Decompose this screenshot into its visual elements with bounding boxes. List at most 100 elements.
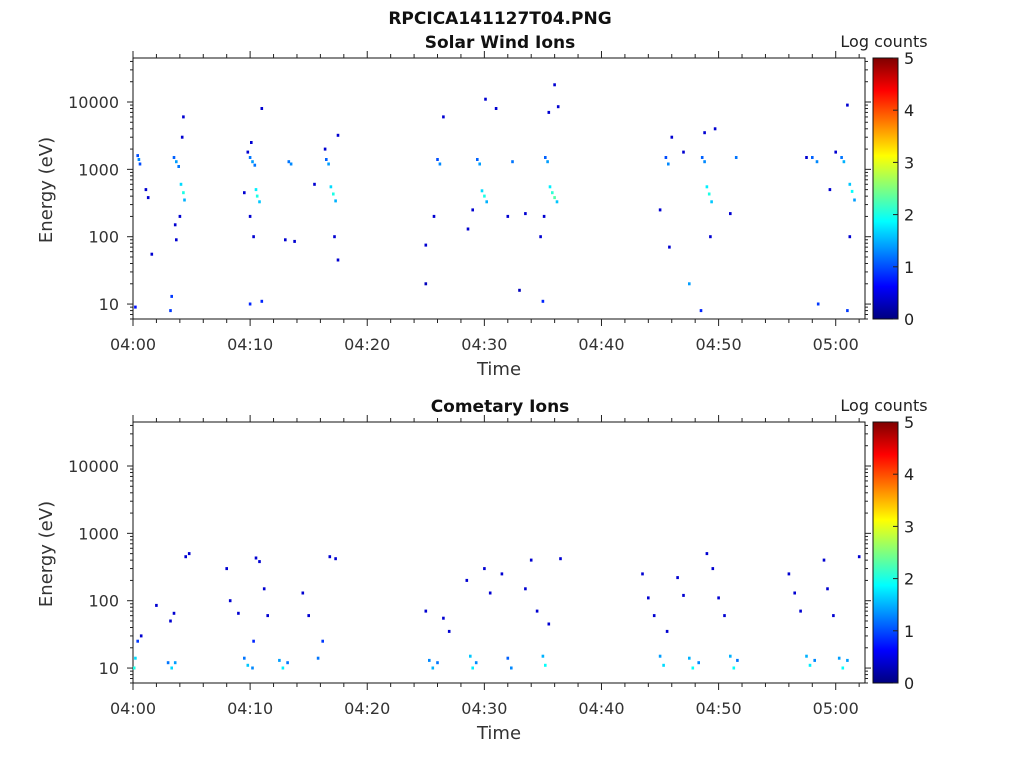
heatmap-cell	[253, 163, 257, 167]
heatmap-cell	[170, 666, 173, 670]
heatmap-cell	[691, 666, 695, 670]
heatmap-cell	[173, 661, 177, 665]
heatmap-cell	[853, 198, 856, 202]
heatmap-cell	[647, 596, 650, 600]
heatmap-cell	[484, 97, 487, 101]
heatmap-cell	[424, 243, 428, 247]
heatmap-cell	[539, 235, 542, 239]
x-tick-label: 04:30	[461, 335, 507, 354]
colorbar-tick-label: 2	[904, 206, 914, 225]
colorbar-tick-label: 1	[904, 258, 914, 277]
heatmap-cell	[703, 160, 706, 164]
heatmap-cell	[237, 611, 240, 615]
heatmap-cell	[793, 591, 796, 595]
heatmap-cell	[729, 654, 732, 658]
heatmap-cell	[286, 661, 289, 665]
y-tick-label: 10	[99, 295, 119, 314]
heatmap-cell	[465, 578, 469, 582]
heatmap-cell	[842, 160, 846, 164]
heatmap-cell	[541, 299, 545, 303]
colorbar-ticks-cometary: 0 1 2 3 4 5	[893, 413, 914, 693]
heatmap-cell	[483, 567, 486, 571]
heatmap-cell	[815, 160, 819, 164]
heatmap-cell	[729, 212, 732, 216]
heatmap-cell	[334, 199, 337, 203]
x-axis-solar-wind: 04:00 04:10 04:20 04:30 04:40 04:50 05:00	[110, 51, 860, 354]
panel-title-cometary: Cometary Ions	[431, 397, 570, 417]
heatmap-cell	[471, 666, 474, 670]
heatmap-cell	[787, 572, 791, 576]
heatmap-cell	[682, 593, 685, 597]
heatmap-cell	[252, 639, 255, 643]
heatmap-cell	[172, 156, 176, 159]
heatmap-cell	[328, 555, 332, 559]
y-axis-solar-wind: 10 100 1000 10000	[68, 60, 871, 320]
heatmap-cell	[284, 238, 287, 242]
heatmap-cell	[243, 191, 246, 195]
heatmap-cell	[255, 194, 259, 198]
heatmap-cell	[664, 156, 668, 159]
heatmap-cell	[132, 666, 136, 670]
heatmap-cell	[471, 208, 474, 212]
heatmap-cell	[506, 656, 510, 660]
x-axis-label-cometary: Time	[476, 723, 521, 744]
heatmap-cell	[134, 305, 137, 309]
heatmap-cell	[705, 552, 709, 556]
heatmap-cell	[431, 666, 435, 670]
heatmap-cells-solar-wind	[134, 83, 856, 313]
heatmap-cell	[688, 656, 691, 660]
heatmap-cell	[138, 162, 142, 166]
x-tick-label: 04:10	[227, 699, 273, 718]
heatmap-cell	[180, 135, 184, 139]
heatmap-cell	[466, 227, 470, 231]
colorbar-tick-label: 4	[904, 465, 914, 484]
heatmap-cell	[177, 165, 180, 168]
heatmap-cell	[136, 154, 139, 158]
heatmap-cell	[808, 663, 812, 667]
heatmap-cell	[246, 663, 250, 667]
heatmap-cell	[428, 658, 431, 662]
heatmap-cell	[542, 214, 546, 218]
heatmap-cell	[518, 288, 521, 292]
y-tick-label: 10000	[68, 457, 119, 476]
heatmap-cell	[524, 212, 527, 216]
heatmap-cell	[332, 192, 335, 196]
colorbar-tick-label: 5	[904, 413, 914, 432]
heatmap-cell	[670, 135, 674, 139]
heatmap-cell	[432, 214, 436, 218]
heatmap-cell	[278, 658, 281, 662]
colorbar-cometary	[872, 421, 899, 684]
heatmap-cell	[254, 188, 258, 192]
heatmap-cell	[336, 258, 340, 262]
heatmap-cell	[250, 141, 253, 144]
x-tick-label: 04:10	[227, 335, 273, 354]
heatmap-cell	[442, 616, 445, 620]
heatmap-cell	[841, 666, 845, 670]
heatmap-cell	[822, 558, 826, 562]
colorbar-tick-label: 0	[904, 310, 914, 329]
heatmap-cell	[703, 131, 706, 135]
y-axis-label-cometary: Energy (eV)	[36, 501, 57, 607]
heatmap-cell	[832, 614, 835, 618]
heatmap-cell	[529, 558, 533, 562]
heatmap-cell	[668, 245, 671, 249]
heatmap-cell	[169, 309, 172, 313]
heatmap-cell	[717, 596, 720, 600]
plot-area-cometary	[132, 421, 866, 684]
heatmap-cell	[697, 661, 700, 665]
heatmap-cell	[667, 162, 670, 166]
heatmap-cell	[488, 591, 492, 595]
heatmap-cell	[547, 622, 551, 626]
heatmap-cell	[260, 107, 264, 110]
heatmap-cell	[289, 162, 293, 166]
heatmap-cell	[700, 156, 704, 159]
figure-title: RPCICA141127T04.PNG	[388, 9, 611, 29]
heatmap-cell	[480, 189, 484, 193]
heatmap-cell	[334, 557, 337, 561]
heatmap-cell	[541, 654, 545, 658]
heatmap-cell	[828, 188, 832, 192]
heatmap-cell	[559, 557, 562, 561]
heatmap-cell	[228, 599, 232, 603]
heatmap-cell	[243, 656, 246, 660]
heatmap-cell	[846, 103, 849, 107]
